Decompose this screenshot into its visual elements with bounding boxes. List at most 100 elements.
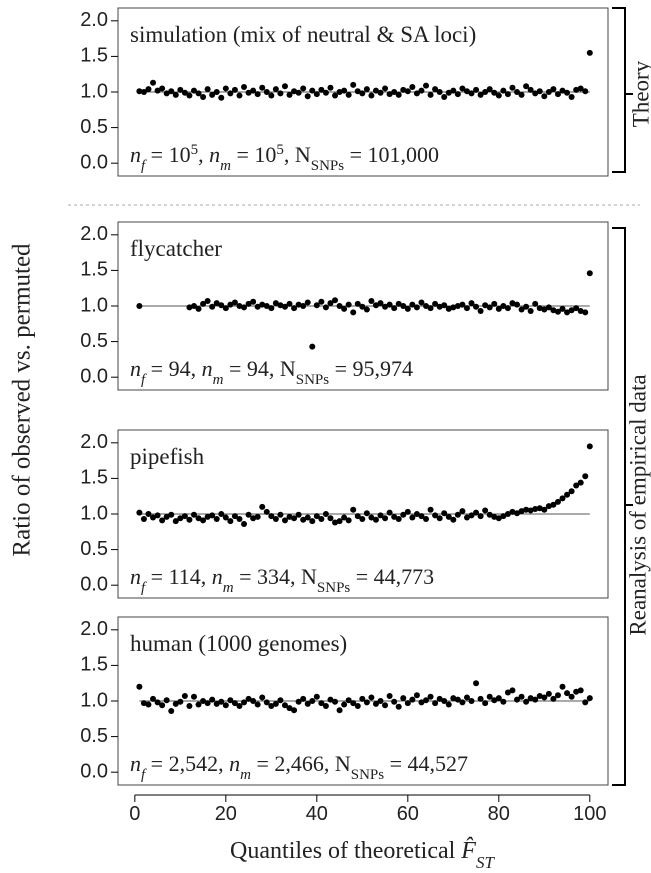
point bbox=[154, 699, 161, 706]
point bbox=[432, 300, 439, 307]
point bbox=[354, 88, 361, 95]
panel-title: pipefish bbox=[130, 444, 205, 469]
point bbox=[363, 699, 370, 706]
point bbox=[300, 303, 307, 309]
point bbox=[177, 698, 184, 705]
point bbox=[327, 696, 334, 703]
point bbox=[209, 91, 216, 98]
x-axis-title-text: Quantiles of theoretical bbox=[230, 838, 456, 864]
point bbox=[477, 91, 484, 98]
y-axis-title: Ratio of observed vs. permuted bbox=[9, 243, 36, 557]
point bbox=[477, 307, 484, 314]
point bbox=[245, 695, 252, 702]
point bbox=[281, 517, 288, 524]
point bbox=[514, 301, 521, 308]
point bbox=[427, 506, 434, 513]
point bbox=[491, 300, 498, 307]
point bbox=[450, 87, 457, 94]
annotation-part: , N bbox=[284, 142, 311, 167]
point bbox=[272, 86, 279, 93]
point bbox=[377, 300, 384, 307]
point bbox=[432, 512, 439, 519]
point bbox=[500, 698, 507, 705]
point bbox=[395, 91, 402, 98]
point bbox=[463, 305, 470, 312]
point bbox=[514, 510, 521, 517]
point bbox=[559, 495, 566, 502]
point bbox=[377, 698, 384, 704]
point bbox=[154, 87, 161, 94]
point bbox=[295, 89, 302, 96]
point bbox=[145, 511, 152, 517]
point bbox=[336, 303, 343, 309]
point bbox=[391, 305, 398, 312]
point bbox=[400, 511, 407, 518]
point bbox=[318, 86, 325, 93]
y-tick-label: 2.0 bbox=[80, 618, 108, 640]
point bbox=[450, 695, 457, 702]
point bbox=[209, 303, 216, 310]
point bbox=[423, 515, 430, 522]
x-axis-subscript: ST bbox=[476, 853, 496, 872]
point bbox=[336, 89, 343, 95]
point bbox=[291, 707, 298, 714]
point bbox=[491, 513, 498, 520]
point bbox=[145, 701, 152, 708]
point bbox=[564, 491, 571, 498]
point bbox=[227, 90, 234, 97]
point bbox=[218, 302, 225, 309]
x-tick-label: 100 bbox=[573, 803, 606, 825]
point bbox=[532, 90, 539, 97]
point bbox=[163, 697, 170, 704]
annotation-part: = 334, N bbox=[234, 564, 317, 589]
point bbox=[140, 700, 147, 707]
point bbox=[445, 513, 452, 520]
y-tick-label: 1.5 bbox=[80, 45, 108, 67]
point bbox=[391, 513, 398, 520]
point bbox=[473, 680, 480, 687]
point bbox=[281, 303, 288, 310]
point bbox=[345, 517, 352, 524]
point bbox=[231, 513, 238, 520]
point bbox=[332, 519, 339, 526]
point bbox=[586, 695, 593, 702]
annotation-part: SNPs bbox=[317, 580, 351, 596]
point bbox=[332, 92, 339, 99]
point bbox=[168, 88, 175, 95]
point bbox=[386, 301, 393, 308]
point bbox=[482, 700, 489, 707]
point bbox=[532, 696, 539, 703]
panel-title: simulation (mix of neutral & SA loci) bbox=[130, 22, 476, 47]
point bbox=[368, 92, 375, 99]
point bbox=[523, 698, 530, 705]
point bbox=[322, 511, 329, 517]
y-tick-label: 2.0 bbox=[80, 9, 108, 31]
point bbox=[254, 303, 261, 310]
point bbox=[423, 82, 430, 89]
point bbox=[527, 307, 534, 314]
point bbox=[441, 302, 448, 309]
point bbox=[368, 694, 375, 701]
point bbox=[550, 307, 557, 314]
point bbox=[518, 508, 525, 515]
point bbox=[564, 89, 571, 96]
x-tick-label: 80 bbox=[488, 803, 510, 825]
point bbox=[322, 89, 329, 96]
point bbox=[550, 695, 557, 702]
theory-bracket bbox=[612, 7, 633, 173]
point bbox=[272, 515, 279, 522]
point bbox=[536, 505, 543, 512]
point bbox=[491, 697, 498, 704]
point bbox=[404, 700, 411, 707]
point bbox=[291, 305, 298, 312]
point bbox=[277, 302, 284, 309]
point bbox=[363, 86, 370, 93]
point bbox=[441, 93, 448, 100]
point bbox=[372, 302, 379, 309]
point bbox=[409, 84, 416, 91]
point bbox=[222, 85, 229, 92]
point bbox=[172, 91, 179, 98]
point bbox=[154, 512, 161, 519]
y-tick-label: 0.0 bbox=[80, 573, 108, 595]
point bbox=[418, 87, 425, 94]
